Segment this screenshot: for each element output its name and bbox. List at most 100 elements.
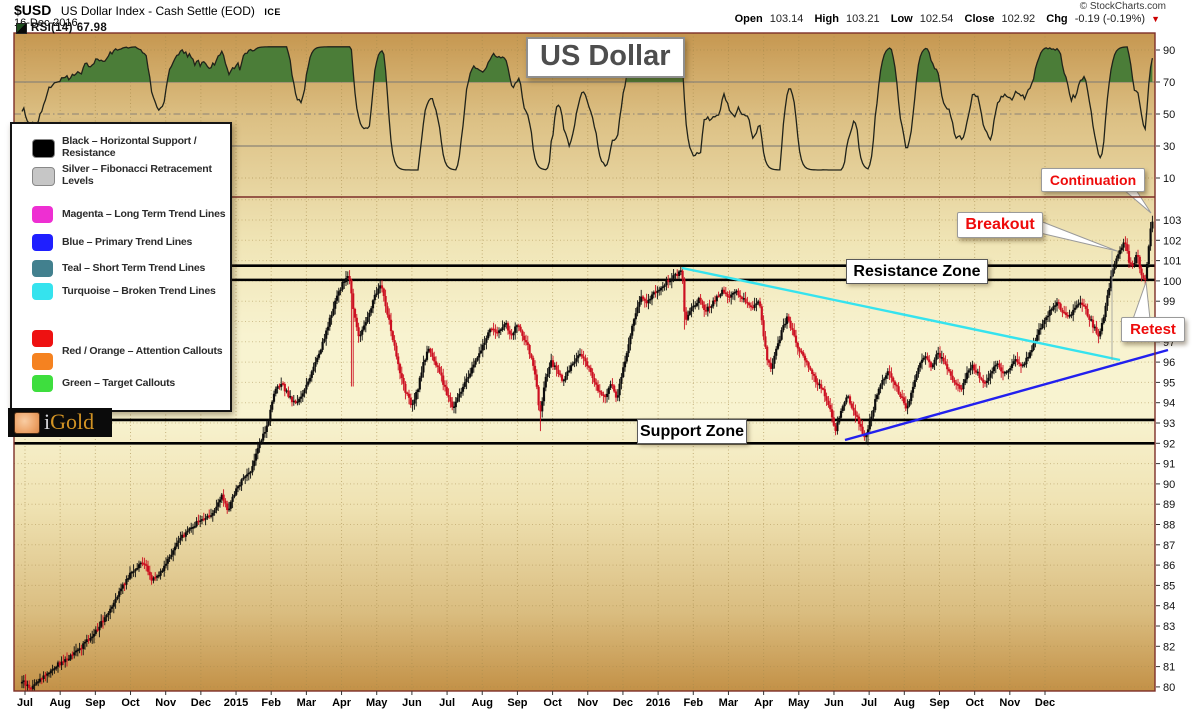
- price-tick-label: 102: [1163, 235, 1181, 247]
- month-label: Aug: [894, 697, 915, 709]
- month-label: Nov: [155, 697, 177, 709]
- quote-bar: Open 103.14 High 103.21 Low 102.54 Close…: [727, 13, 1160, 25]
- chg-value: -0.19 (-0.19%): [1074, 13, 1146, 25]
- price-tick-label: 94: [1163, 398, 1175, 410]
- close-value: 102.92: [1001, 13, 1036, 25]
- breakout-callout: Breakout: [957, 212, 1043, 238]
- close-label: Close: [964, 13, 995, 25]
- rsi-overbought-fill: [57, 46, 1153, 82]
- price-tick-label: 96: [1163, 357, 1175, 369]
- legend-item-label: Red / Orange – Attention Callouts: [62, 345, 223, 357]
- legend-swatch: [32, 353, 53, 370]
- month-label: Jun: [402, 697, 422, 709]
- chart-title: US Dollar: [526, 37, 685, 78]
- price-tick-label: 86: [1163, 560, 1175, 572]
- chg-label: Chg: [1046, 13, 1068, 25]
- low-label: Low: [890, 13, 913, 25]
- legend-swatch: [32, 283, 53, 300]
- month-label: Mar: [719, 697, 739, 709]
- resistance-zone-label: Resistance Zone: [846, 259, 988, 284]
- month-label: Nov: [999, 697, 1021, 709]
- rsi-tick-label: 50: [1163, 109, 1175, 121]
- month-label: May: [788, 697, 810, 709]
- exchange: ICE: [264, 7, 281, 17]
- retest-callout: Retest: [1121, 317, 1185, 342]
- primary-trend-line: [844, 348, 1169, 442]
- callout-pointers: [1039, 189, 1152, 320]
- symbol-name: US Dollar Index - Cash Settle (EOD): [60, 4, 255, 18]
- month-label: Jul: [861, 697, 877, 709]
- rsi-tick-label: 70: [1163, 77, 1175, 89]
- legend-item-label: Blue – Primary Trend Lines: [62, 236, 193, 248]
- month-label: Jul: [439, 697, 455, 709]
- month-label: Oct: [121, 697, 140, 709]
- low-value: 102.54: [919, 13, 954, 25]
- legend-panel: Black – Horizontal Support / Resistance S…: [10, 122, 232, 412]
- price-tick-label: 85: [1163, 580, 1175, 592]
- price-tick-label: 99: [1163, 296, 1175, 308]
- price-tick-label: 81: [1163, 662, 1175, 674]
- month-label: Dec: [1035, 697, 1055, 709]
- chart-header: $USD US Dollar Index - Cash Settle (EOD)…: [14, 2, 281, 20]
- legend-swatch: [32, 139, 55, 158]
- month-label: Dec: [613, 697, 633, 709]
- price-tick-label: 95: [1163, 377, 1175, 389]
- month-label: May: [366, 697, 388, 709]
- month-label: Feb: [683, 697, 703, 709]
- month-label: Aug: [49, 697, 70, 709]
- legend-swatch: [32, 167, 55, 186]
- legend-swatch: [32, 234, 53, 251]
- price-tick-label: 89: [1163, 499, 1175, 511]
- legend-swatch: [32, 206, 53, 223]
- broken-trend-line: [681, 266, 1121, 362]
- legend-item-label: Turquoise – Broken Trend Lines: [62, 285, 216, 297]
- price-tick-label: 83: [1163, 621, 1175, 633]
- rsi-tick-label: 90: [1163, 45, 1175, 57]
- support-zone-label: Support Zone: [637, 419, 747, 444]
- month-label: 2015: [224, 697, 248, 709]
- price-tick-label: 92: [1163, 438, 1175, 450]
- price-tick-label: 84: [1163, 601, 1175, 613]
- month-label: Oct: [543, 697, 562, 709]
- price-tick-label: 100: [1163, 276, 1181, 288]
- month-label: Jul: [17, 697, 33, 709]
- legend-swatch: [32, 375, 53, 392]
- price-tick-label: 80: [1163, 682, 1175, 694]
- chg-down-triangle-icon: ▼: [1151, 14, 1160, 24]
- gridlines: [14, 33, 1155, 691]
- symbol: $USD: [14, 2, 52, 18]
- price-tick-label: 87: [1163, 540, 1175, 552]
- month-label: Sep: [507, 697, 527, 709]
- legend-swatch: [32, 260, 53, 277]
- price-tick-label: 82: [1163, 641, 1175, 653]
- rsi-tick-label: 30: [1163, 141, 1175, 153]
- rsi-line: [21, 46, 1154, 171]
- open-label: Open: [734, 13, 763, 25]
- month-label: 2016: [646, 697, 670, 709]
- legend-item-label: Magenta – Long Term Trend Lines: [62, 208, 226, 220]
- month-label: Apr: [332, 697, 352, 709]
- igold-logo-text: iGold: [44, 409, 95, 434]
- rsi-label-row: RSI(14) 67.98: [16, 22, 107, 34]
- igold-logo: iGold: [8, 408, 112, 437]
- axis-labels: 9070503010103102101100999897969594939291…: [17, 45, 1181, 709]
- month-label: Feb: [261, 697, 281, 709]
- legend-item-label: Green – Target Callouts: [62, 377, 176, 389]
- month-label: Oct: [965, 697, 984, 709]
- copyright: © StockCharts.com: [1079, 1, 1166, 12]
- candlesticks: [20, 215, 1154, 691]
- continuation-callout: Continuation: [1041, 168, 1145, 192]
- high-value: 103.21: [846, 13, 880, 25]
- month-label: Nov: [577, 697, 599, 709]
- month-label: Dec: [191, 697, 211, 709]
- igold-logo-icon: [14, 412, 40, 434]
- rsi-value: 67.98: [76, 22, 108, 34]
- legend-item-label: Teal – Short Term Trend Lines: [62, 262, 206, 274]
- month-label: Apr: [754, 697, 774, 709]
- month-label: Sep: [85, 697, 105, 709]
- high-label: High: [814, 13, 839, 25]
- open-value: 103.14: [769, 13, 804, 25]
- rsi-label: RSI(14): [31, 22, 73, 34]
